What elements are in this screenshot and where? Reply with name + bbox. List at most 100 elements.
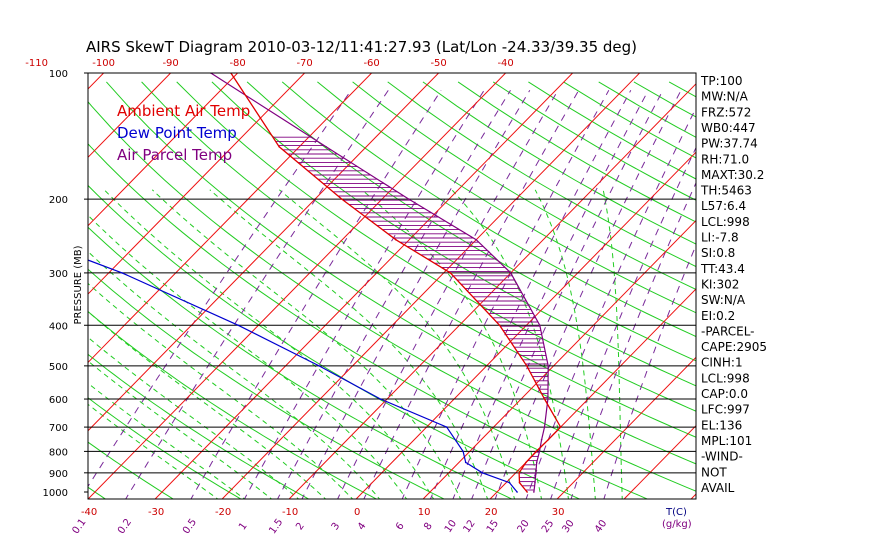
index-item: RH:71.0 xyxy=(701,152,749,166)
dewpoint-line-point xyxy=(462,450,464,453)
dry-adiabat xyxy=(88,310,378,499)
bottom-temp-axis: -40 -30 -20 -10 0 10 20 30 xyxy=(81,507,565,518)
profiles xyxy=(33,73,562,493)
mixing-ratio-line xyxy=(570,181,696,499)
index-item: -PARCEL- xyxy=(701,324,755,338)
index-item: LCL:998 xyxy=(701,215,750,229)
isotherm xyxy=(88,73,439,432)
pressure-tick-label: 200 xyxy=(49,195,68,206)
pressure-tick-label: 800 xyxy=(49,447,68,458)
temperature-line-point xyxy=(518,472,520,474)
dry-adiabat xyxy=(88,441,175,499)
index-item: WB0:447 xyxy=(701,121,756,135)
isotherm xyxy=(88,73,506,499)
dewpoint-line-point xyxy=(33,239,35,241)
legend-ambient-air-temp: Ambient Air Temp xyxy=(117,102,250,120)
index-item: EL:136 xyxy=(701,418,742,432)
parcel-line-point xyxy=(547,365,550,367)
index-item: EI:0.2 xyxy=(701,309,735,323)
dry-adiabat xyxy=(352,81,696,291)
dewpoint-line-point xyxy=(318,365,320,367)
index-item: TP:100 xyxy=(700,74,743,88)
moist-adiabats xyxy=(88,189,623,499)
dry-adiabat xyxy=(810,82,870,501)
dry-adiabat xyxy=(88,353,310,499)
mixing-ratio-lines xyxy=(88,90,696,499)
temperature-line-point xyxy=(547,438,550,441)
chart-title: AIRS SkewT Diagram 2010-03-12/11:41:27.9… xyxy=(86,38,637,56)
isotherms xyxy=(88,73,870,499)
dry-adiabats xyxy=(88,81,870,501)
dry-adiabat xyxy=(88,101,696,492)
mixing-ratio-line xyxy=(301,90,531,499)
dewpoint-line-point xyxy=(445,426,448,428)
parcel-line-point xyxy=(408,198,410,200)
parcel-line-point xyxy=(539,324,541,327)
mixing-ratio-line xyxy=(603,243,696,499)
temperature-line-point xyxy=(518,481,521,484)
dewpoint-line-point xyxy=(33,198,35,200)
moist-adiabat xyxy=(451,189,569,499)
temperature-line-point xyxy=(526,365,528,367)
isotherm xyxy=(556,356,696,499)
temperature-line-point xyxy=(526,491,528,493)
moist-adiabat xyxy=(103,189,435,499)
mixing-ratio-label: 0.2 xyxy=(116,517,134,536)
mixing-ratio-label: 1 xyxy=(237,521,250,533)
dry-adiabat xyxy=(88,268,446,499)
index-item: LFC:997 xyxy=(701,403,750,417)
isotherm xyxy=(154,73,573,499)
dry-adiabat xyxy=(775,82,870,501)
isotherm xyxy=(758,73,870,499)
moist-adiabat xyxy=(88,336,300,499)
parcel-line-point xyxy=(509,272,512,274)
pressure-axis: 100 200 300 400 500 600 700 800 900 1000 xyxy=(43,69,88,499)
mixing-ratio-label: 2 xyxy=(294,521,307,533)
dry-adiabat xyxy=(387,81,696,268)
moist-adiabat xyxy=(361,189,542,499)
dry-adiabat xyxy=(317,81,696,314)
dry-adiabat xyxy=(246,81,696,362)
dry-adiabat xyxy=(739,82,870,501)
dry-adiabat xyxy=(211,81,696,387)
y-axis-label: PRESSURE (MB) xyxy=(73,245,84,324)
dry-adiabat xyxy=(176,81,696,412)
isotherm xyxy=(88,73,238,227)
isotherm xyxy=(288,83,696,499)
mixing-ratio-label: 12 xyxy=(461,518,477,535)
legend: Ambient Air Temp Dew Point Temp Air Parc… xyxy=(117,102,250,164)
parcel-line-point xyxy=(475,238,478,241)
dry-adiabat xyxy=(528,81,696,180)
top-temp-tick-label: -40 xyxy=(497,58,513,69)
parcel-line-point xyxy=(533,491,535,493)
pressure-tick-label: 300 xyxy=(49,269,68,280)
pressure-tick-label: 1000 xyxy=(43,488,68,499)
top-temp-tick-label: -70 xyxy=(296,58,312,69)
mixing-ratio-line xyxy=(337,90,559,499)
isotherm xyxy=(489,288,696,499)
mixing-ratio-label: 30 xyxy=(560,518,576,535)
mixing-ratio-label: 4 xyxy=(356,521,369,533)
index-item: KI:302 xyxy=(701,277,739,291)
mixing-ratio-label: 20 xyxy=(516,518,532,535)
index-item: LI:-7.8 xyxy=(701,231,739,245)
top-temp-tick-label: -60 xyxy=(363,58,379,69)
dry-adiabat xyxy=(106,81,696,465)
isobars xyxy=(88,198,696,474)
moist-adiabat xyxy=(88,382,246,499)
pressure-tick-label: 400 xyxy=(49,321,68,332)
dewpoint-line-point xyxy=(508,481,511,484)
pressure-tick-label: 600 xyxy=(49,395,68,406)
dry-adiabat xyxy=(88,486,107,499)
temperature-line-point xyxy=(278,145,281,148)
index-item: MW:N/A xyxy=(701,90,749,104)
isotherm xyxy=(623,424,696,499)
mixing-ratio-label: 3 xyxy=(330,521,343,533)
mixing-ratio-line xyxy=(243,90,485,499)
bottom-temp-tick-label: 10 xyxy=(418,507,431,518)
top-temp-tick-label: -80 xyxy=(229,58,245,69)
parcel-line-point xyxy=(543,426,546,428)
moist-adiabat xyxy=(278,189,516,499)
dewpoint-line-point xyxy=(464,461,467,464)
